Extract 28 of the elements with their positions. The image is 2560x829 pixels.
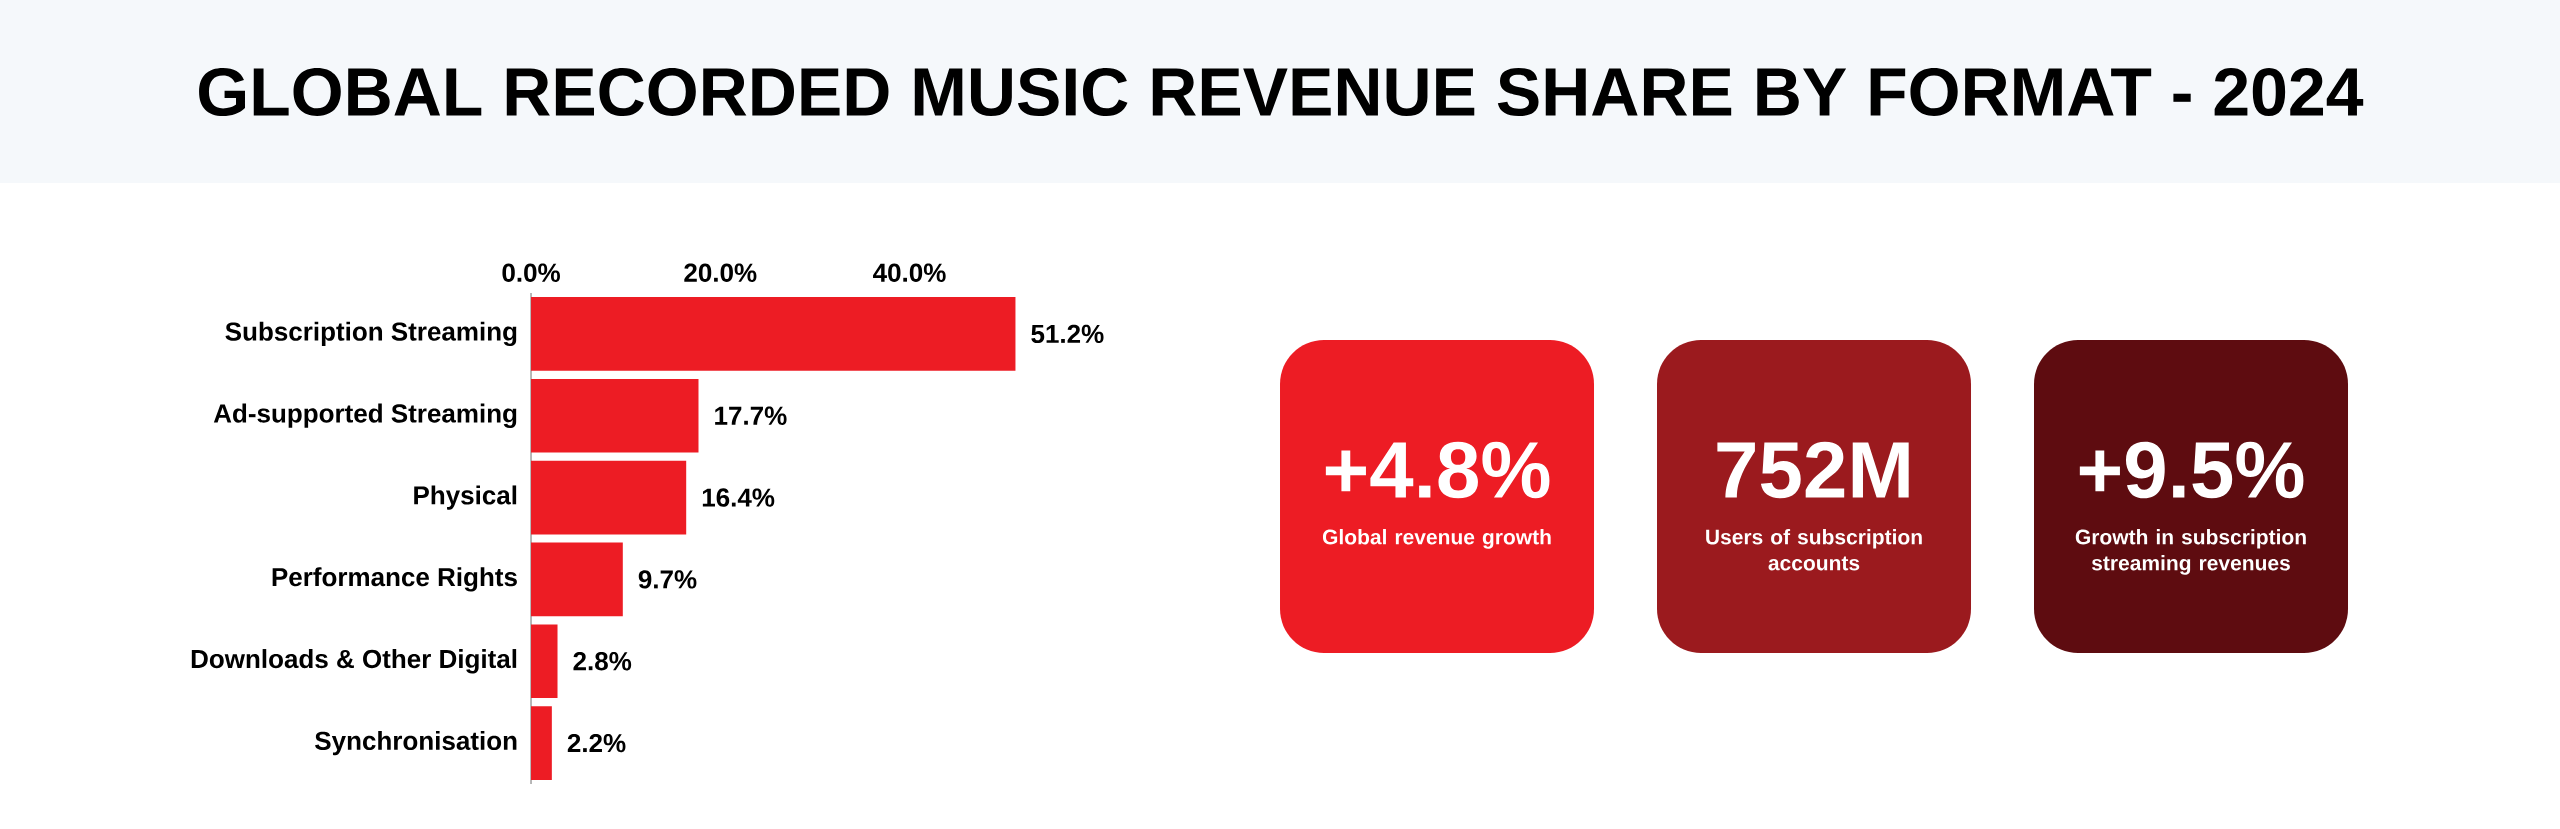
data-label: 2.2% [567,733,626,753]
y-tick-label: Subscription Streaming [225,321,517,347]
text: +9.5% [2079,441,2304,499]
x-tick-label: 40.0% [873,263,946,282]
y-tick-label: Synchronisation [315,730,517,756]
text: Global revenue growth [1322,529,1551,549]
y-tick-label: Performance Rights [272,567,517,592]
bar [531,378,699,453]
data-label: 9.7% [638,570,697,589]
bar [531,542,623,617]
x-tick-label: 20.0% [684,263,757,282]
y-tick-label: Ad-supported Streaming [213,403,517,428]
data-label: 51.2% [1031,324,1104,344]
y-tick-label: Physical [414,485,517,510]
text: Growth in subscription streaming revenues [2075,529,2306,575]
data-label: 2.8% [573,652,632,671]
text: GLOBAL RECORDED MUSIC REVENUE SHARE BY FORMAT - 2024 [199,67,2364,117]
data-label: 17.7% [715,406,787,425]
text: +4.8% [1325,441,1550,499]
data-label: 16.4% [702,488,775,507]
text: 752M [1717,441,1909,499]
bar [531,460,687,535]
y-tick-label: Downloads & Other Digital [191,649,517,674]
bar [531,297,1016,371]
bar [531,706,552,780]
x-tick-label: 0.0% [502,263,560,282]
bar [531,624,558,699]
text: Users of subscription accounts [1706,529,1922,571]
